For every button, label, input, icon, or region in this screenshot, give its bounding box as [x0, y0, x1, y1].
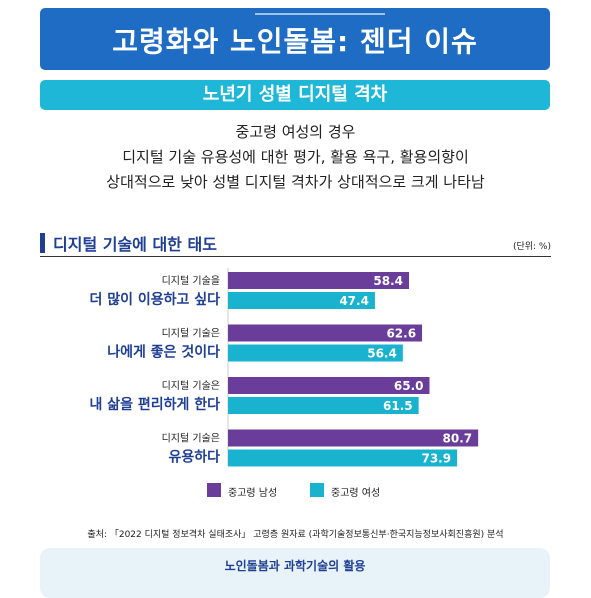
section-divider: [40, 256, 551, 257]
page-title: 고령화와 노인돌봄: 젠더 이슈: [112, 25, 478, 58]
category-label: 나에게 좋은 것이다: [107, 344, 220, 361]
description-line-1: 중고령 여성의 경우: [235, 123, 356, 141]
category-label-small: 디지털 기술은: [162, 380, 220, 392]
category-label: 유용하다: [168, 449, 220, 466]
bar-male: [228, 377, 430, 394]
bar-female: [228, 449, 458, 467]
footer-title: 노인돌봄과 과학기술의 활용: [224, 559, 366, 573]
category-label-small: 디지털 기술은: [162, 328, 220, 340]
bar-value-label: 73.9: [421, 452, 451, 466]
description-line-3: 상대적으로 낮아 성별 디지털 격차가 상대적으로 크게 나타남: [106, 173, 485, 191]
bar-value-label: 65.0: [394, 379, 424, 393]
bar-value-label: 47.4: [339, 294, 369, 308]
bar-female: [228, 397, 419, 414]
category-label-small: 디지털 기술은: [162, 433, 220, 445]
bar-value-label: 80.7: [443, 432, 473, 446]
legend-swatch-male: [207, 483, 221, 497]
legend-swatch-female: [310, 483, 324, 497]
bar-value-label: 56.4: [367, 347, 397, 361]
bar-value-label: 58.4: [373, 274, 403, 288]
subheading: 노년기 성별 디지털 격차: [40, 80, 550, 110]
section-title: 디지털 기술에 대한 태도: [53, 235, 217, 254]
bar-value-label: 62.6: [386, 327, 416, 341]
bar-male: [228, 429, 479, 447]
category-label: 내 삶을 편리하게 한다: [89, 396, 220, 413]
bar-male: [228, 324, 423, 342]
bar-male: [228, 272, 410, 289]
unit-label: (단위: %): [512, 242, 551, 252]
bar-female: [228, 344, 403, 362]
bar-female: [228, 292, 375, 309]
legend-label-female: 중고령 여성: [331, 488, 381, 499]
header-banner: 고령화와 노인돌봄: 젠더 이슈: [40, 8, 550, 70]
legend-label-male: 중고령 남성: [228, 488, 278, 499]
section-accent-bar: [40, 233, 45, 253]
footer-panel: 노인돌봄과 과학기술의 활용: [40, 548, 550, 598]
description-line-2: 디지털 기술 유용성에 대한 평가, 활용 욕구, 활용의향이: [122, 148, 469, 166]
source-note: 출처: 「2022 디지털 정보격차 실태조사」 고령층 원자료 (과학기술정보…: [87, 530, 504, 540]
category-label: 더 많이 이용하고 싶다: [89, 291, 220, 308]
header-decor-line: [255, 13, 385, 15]
bar-value-label: 61.5: [383, 399, 413, 413]
category-label-small: 디지털 기술을: [162, 275, 220, 287]
